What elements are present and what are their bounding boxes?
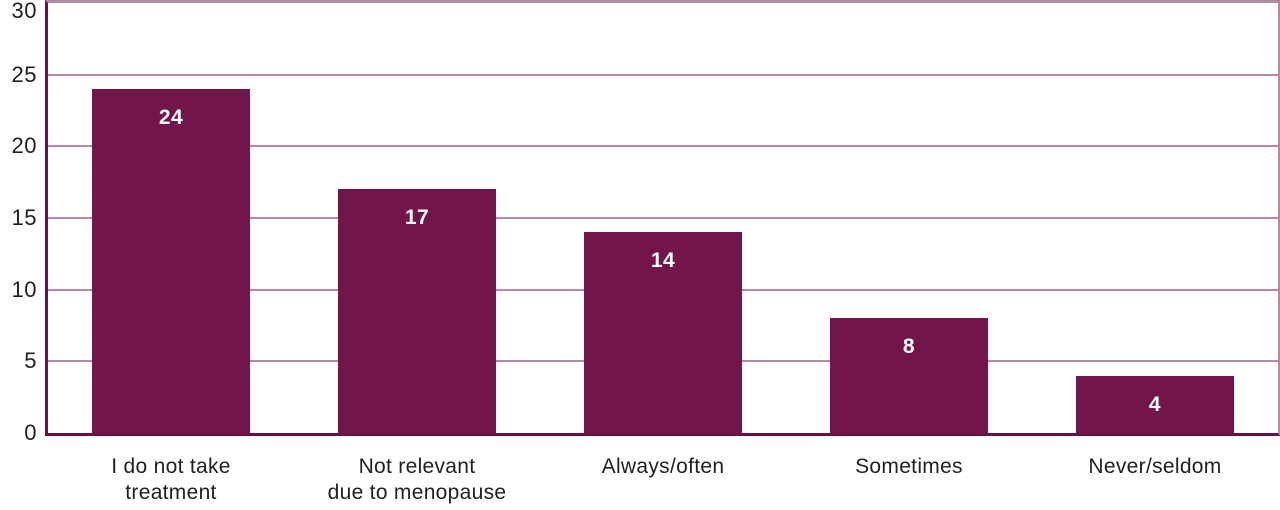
y-tick-label: 5 — [24, 348, 37, 374]
y-tick-label: 30 — [11, 0, 37, 23]
y-axis: 0 5 10 15 20 25 30 — [0, 0, 37, 444]
y-tick-label: 25 — [11, 61, 37, 87]
bar-slot: 17 — [294, 3, 540, 433]
bar: 24 — [92, 89, 250, 433]
y-tick-label: 20 — [11, 133, 37, 159]
bar-value-label: 4 — [1148, 392, 1162, 416]
bar-value-label: 24 — [158, 106, 184, 129]
x-category-label: Sometimes — [855, 455, 963, 478]
bar-value-label: 17 — [404, 206, 430, 230]
bar: 14 — [584, 232, 742, 433]
bar-slot: 4 — [1032, 3, 1278, 433]
x-category-label: Not relevant due to menopause — [327, 455, 507, 504]
x-category-label: Never/seldom — [1088, 455, 1222, 478]
grid-line — [48, 73, 1278, 76]
bar-slot: 14 — [540, 3, 786, 433]
bar-value-label: 14 — [650, 249, 676, 273]
bar-slots: 24 17 14 8 4 — [48, 3, 1278, 433]
bar-slot: 24 — [48, 3, 294, 433]
grid-line — [48, 217, 1278, 219]
plot-area: 24 17 14 8 4 — [45, 0, 1280, 436]
y-tick-label: 15 — [11, 205, 37, 230]
y-tick-label: 0 — [24, 420, 37, 445]
y-tick-label: 10 — [11, 276, 37, 302]
x-category-label: Always/often — [601, 455, 725, 478]
x-axis-labels: I do not take treatment Not relevant due … — [48, 454, 1278, 506]
bar: 8 — [830, 318, 988, 433]
x-category-label: I do not take treatment — [111, 455, 231, 504]
bar: 17 — [338, 189, 496, 433]
bar: 4 — [1076, 375, 1234, 433]
grid-line — [48, 145, 1278, 148]
bar-slot: 8 — [786, 3, 1032, 433]
bar-value-label: 8 — [902, 335, 916, 359]
